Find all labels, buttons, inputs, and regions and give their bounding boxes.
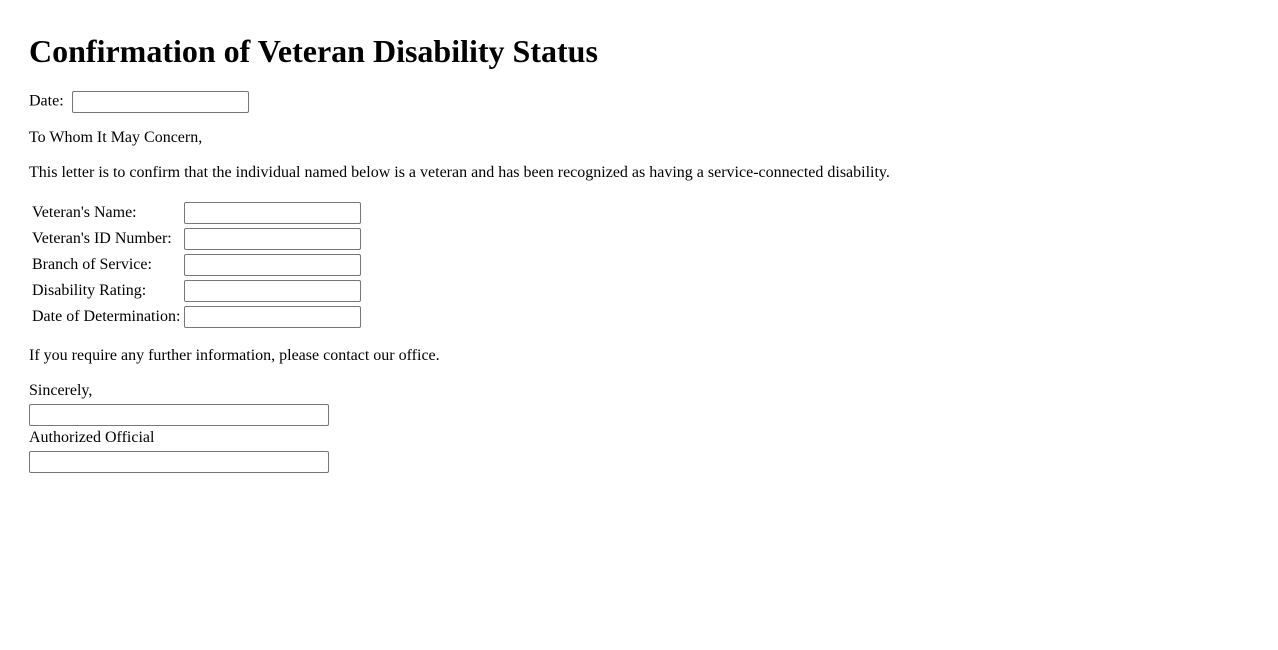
date-line: Date: [29,90,1278,113]
salutation: To Whom It May Concern, [29,128,203,146]
authorized-official-label: Authorized Official [29,429,155,447]
body-paragraph: This letter is to confirm that the indiv… [29,163,890,181]
closing-note: If you require any further information, … [29,346,440,364]
field-row-date-of-determination: Date of Determination: [31,305,362,329]
date-of-determination-input[interactable] [184,305,362,328]
date-input[interactable] [71,90,249,113]
signature-block: Sincerely, Authorized Official [29,381,1278,474]
signature-name-input[interactable] [29,404,329,427]
field-row-branch-of-service: Branch of Service: [31,253,362,277]
disability-rating-label: Disability Rating: [32,281,147,299]
date-of-determination-label: Date of Determination: [32,307,181,325]
official-title-input[interactable] [29,451,329,474]
branch-of-service-input[interactable] [184,253,362,276]
veteran-fields-table: Veteran's Name: Veteran's ID Number: Bra… [29,199,364,331]
veterans-id-number-label: Veteran's ID Number: [32,229,172,247]
branch-of-service-label: Branch of Service: [32,255,152,273]
signoff-label: Sincerely, [29,382,93,400]
disability-rating-input[interactable] [184,279,362,302]
field-row-disability-rating: Disability Rating: [31,279,362,303]
veterans-name-label: Veteran's Name: [32,203,137,221]
page-title: Confirmation of Veteran Disability Statu… [29,33,598,69]
field-row-veterans-name: Veteran's Name: [31,201,362,225]
veterans-id-number-input[interactable] [184,227,362,250]
field-row-veterans-id-number: Veteran's ID Number: [31,227,362,251]
veterans-name-input[interactable] [184,201,362,224]
date-label: Date: [29,92,64,110]
